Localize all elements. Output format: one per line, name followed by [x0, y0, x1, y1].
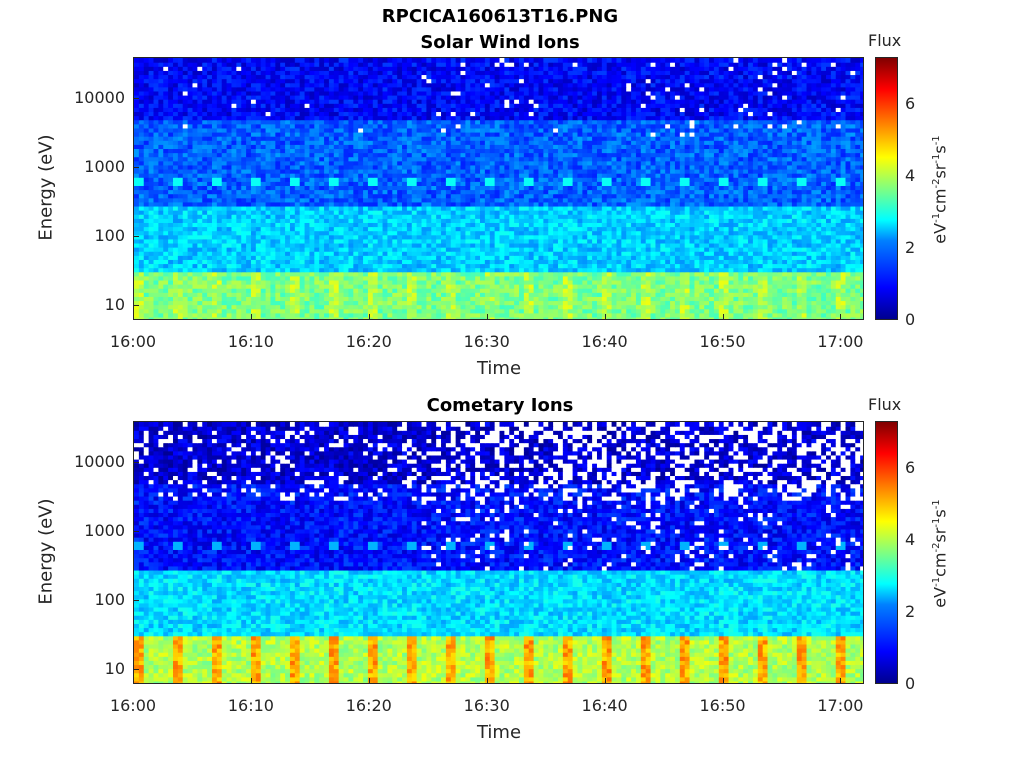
panel2-spectrogram [133, 421, 864, 684]
panel1-ylabel: Energy (eV) [35, 134, 57, 241]
spectrogram-cells [134, 422, 863, 683]
x-tick-label: 16:40 [581, 696, 628, 715]
y-tick-mark [133, 531, 139, 533]
y-tick-label: 100 [94, 225, 125, 245]
x-tick-mark [722, 678, 724, 684]
panel2-xlabel: Time [476, 722, 522, 743]
panel1-title: Solar Wind Ions [420, 32, 580, 53]
colorbar-tick-label: 2 [905, 237, 916, 257]
figure-title: RPCICA160613T16.PNG [381, 6, 619, 27]
x-tick-mark [368, 678, 370, 684]
panel2-colorbar-title: Flux [868, 395, 902, 414]
y-tick-label: 1000 [84, 521, 125, 541]
x-tick-label: 16:40 [581, 332, 628, 351]
x-tick-mark [368, 314, 370, 320]
colorbar-tick-label: 4 [905, 529, 916, 549]
x-tick-label: 16:30 [463, 332, 510, 351]
x-tick-mark [722, 314, 724, 320]
x-tick-mark [840, 314, 842, 320]
y-tick-mark [133, 599, 139, 601]
x-tick-mark [486, 314, 488, 320]
y-tick-mark [133, 462, 139, 464]
y-tick-mark [133, 304, 139, 306]
colorbar-tick-label: 2 [905, 601, 916, 621]
x-tick-label: 16:00 [109, 332, 157, 351]
x-tick-label: 16:10 [227, 332, 274, 351]
panel2-title: Cometary Ions [426, 395, 574, 416]
panel1-colorbar-title: Flux [868, 31, 902, 50]
colorbar-tick-label: 0 [905, 674, 916, 693]
y-tick-label: 10000 [74, 88, 125, 108]
y-tick-label: 10 [104, 294, 125, 314]
x-tick-label: 16:20 [345, 332, 392, 351]
x-tick-label: 16:20 [345, 696, 392, 715]
x-tick-mark [250, 314, 252, 320]
panel1-spectrogram [133, 57, 864, 320]
panel2-colorbar [875, 421, 898, 684]
y-tick-label: 1000 [84, 157, 125, 177]
y-tick-mark [133, 668, 139, 670]
y-tick-label: 10000 [74, 452, 125, 472]
y-tick-label: 10 [104, 658, 125, 678]
x-tick-mark [604, 314, 606, 320]
colorbar-tick-label: 6 [905, 93, 916, 113]
y-tick-label: 100 [94, 589, 125, 609]
x-tick-label: 16:50 [699, 696, 746, 715]
panel2-ylabel: Energy (eV) [35, 498, 57, 605]
x-tick-label: 17:00 [817, 696, 864, 715]
x-tick-mark [604, 678, 606, 684]
panel1-xlabel: Time [476, 358, 522, 379]
panel1-colorbar-label: eV-1cm-2sr-1s-1 [930, 135, 950, 244]
x-tick-label: 16:10 [227, 696, 274, 715]
x-tick-mark [133, 314, 134, 320]
panel2-colorbar-label: eV-1cm-2sr-1s-1 [930, 499, 950, 608]
x-tick-mark [250, 678, 252, 684]
x-tick-label: 17:00 [817, 332, 864, 351]
colorbar-tick-label: 0 [905, 310, 916, 329]
x-tick-label: 16:50 [699, 332, 746, 351]
panel1-colorbar [875, 57, 898, 320]
x-tick-label: 16:30 [463, 696, 510, 715]
spectrogram-cells [134, 58, 863, 319]
y-tick-mark [133, 235, 139, 237]
x-tick-label: 16:00 [109, 696, 157, 715]
colorbar-tick-label: 6 [905, 457, 916, 477]
x-tick-mark [133, 678, 134, 684]
x-tick-mark [840, 678, 842, 684]
colorbar-tick-label: 4 [905, 165, 916, 185]
y-tick-mark [133, 98, 139, 100]
y-tick-mark [133, 167, 139, 169]
x-tick-mark [486, 678, 488, 684]
